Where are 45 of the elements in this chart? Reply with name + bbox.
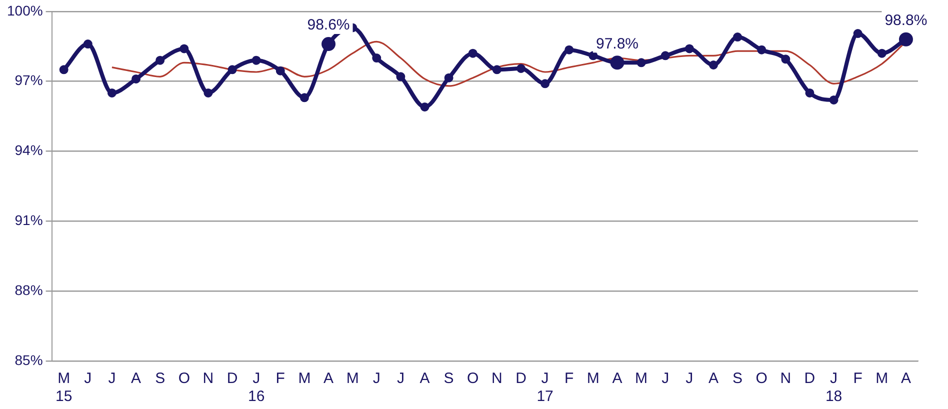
x-tick-label: J <box>108 370 116 388</box>
x-tick-label: M <box>298 370 311 388</box>
data-label: 98.8% <box>884 12 928 30</box>
x-tick-label: J 16 <box>248 370 265 406</box>
x-tick-label: O <box>178 370 190 388</box>
x-tick-label: D <box>516 370 527 388</box>
x-tick-label: M <box>586 370 600 388</box>
x-tick-label: J <box>84 370 92 388</box>
x-tick-label: N <box>492 370 502 388</box>
x-tick-label: A <box>420 370 430 388</box>
y-tick-label: 94% <box>14 142 43 158</box>
x-tick-label: M <box>876 370 888 388</box>
x-tick-label: M 15 <box>55 370 72 406</box>
x-tick-label: J <box>686 370 694 388</box>
x-tick-label: A <box>324 370 334 388</box>
x-tick-label: A <box>131 370 142 388</box>
x-tick-label: F <box>853 370 862 388</box>
x-tick-label: J 17 <box>536 370 554 406</box>
y-tick-label: 91% <box>14 212 43 228</box>
x-tick-label: J 18 <box>825 370 842 406</box>
y-tick-label: 100% <box>6 2 43 18</box>
x-tick-label: M <box>346 370 359 388</box>
x-tick-label: J <box>396 370 404 388</box>
x-tick-label: D <box>804 370 816 388</box>
x-tick-label: O <box>467 370 479 388</box>
x-tick-label: N <box>202 370 214 388</box>
x-tick-label: A <box>708 370 718 388</box>
x-tick-label: J <box>372 370 380 388</box>
data-label: 97.8% <box>596 35 639 52</box>
x-tick-label: A <box>900 370 911 388</box>
data-label: 98.6% <box>307 16 350 34</box>
y-tick-label: 85% <box>14 352 43 368</box>
x-tick-label: S <box>444 370 454 388</box>
x-tick-label: F <box>564 370 574 388</box>
x-tick-label: J <box>662 370 670 388</box>
x-tick-label: O <box>756 370 768 388</box>
x-tick-label: A <box>612 370 622 388</box>
x-tick-label: M <box>635 370 648 388</box>
x-tick-label: D <box>226 370 238 388</box>
x-tick-label: S <box>155 370 166 388</box>
x-tick-label: N <box>780 370 792 388</box>
y-tick-label: 97% <box>14 72 43 88</box>
x-tick-label: S <box>732 370 743 388</box>
y-tick-label: 88% <box>14 282 43 298</box>
x-tick-label: F <box>276 370 285 388</box>
